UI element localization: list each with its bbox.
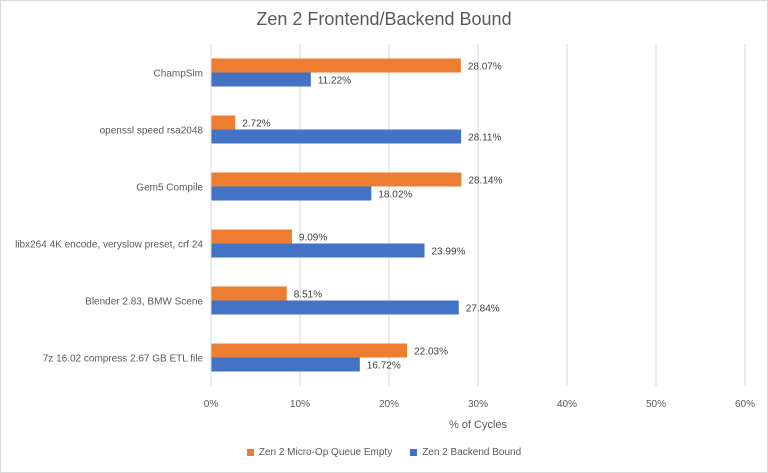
x-tick-label-5: 50%: [646, 399, 666, 410]
category-label-3: libx264 4K encode, veryslow preset, crf …: [15, 240, 203, 251]
bar-series0-2: [211, 172, 462, 187]
category-label-0: ChampSim: [154, 69, 203, 80]
legend-item-backend: Zen 2 Backend Bound: [410, 447, 521, 458]
data-label-series1-3: 23.99%: [432, 247, 466, 258]
x-tick-label-0: 0%: [204, 399, 219, 410]
bar-series1-1: [211, 129, 462, 144]
data-label-series1-4: 27.84%: [466, 304, 500, 315]
data-label-series0-2: 28.14%: [468, 176, 502, 187]
x-tick-label-3: 30%: [468, 399, 488, 410]
data-label-series1-1: 28.11%: [468, 133, 501, 144]
data-label-series1-2: 18.02%: [378, 190, 412, 201]
data-label-series1-0: 11.22%: [318, 76, 351, 87]
bar-series1-5: [211, 357, 360, 372]
category-label-4: Blender 2.83, BMW Scene: [85, 297, 203, 308]
bar-series1-2: [211, 186, 372, 201]
bar-series0-5: [211, 343, 408, 358]
bar-series0-4: [211, 286, 287, 301]
category-label-1: openssl speed rsa2048: [100, 126, 204, 137]
x-tick-label-4: 40%: [557, 399, 577, 410]
bar-series0-0: [211, 58, 461, 73]
x-tick-label-6: 60%: [735, 399, 755, 410]
data-label-series0-4: 8.51%: [294, 290, 322, 301]
x-axis-title: % of Cycles: [448, 419, 508, 431]
data-label-series0-1: 2.72%: [242, 119, 270, 130]
x-tick-label-1: 10%: [290, 399, 310, 410]
bar-series1-0: [211, 72, 311, 87]
data-label-series1-5: 16.72%: [367, 361, 401, 372]
bar-series0-1: [211, 115, 236, 130]
chart-legend: Zen 2 Micro-Op Queue Empty Zen 2 Backend…: [1, 447, 767, 458]
bar-series1-3: [211, 243, 425, 258]
legend-swatch-frontend: [246, 449, 254, 456]
data-label-series0-3: 9.09%: [299, 233, 327, 244]
data-label-series0-0: 28.07%: [468, 62, 502, 73]
x-tick-label-2: 20%: [379, 399, 399, 410]
category-label-5: 7z 16.02 compress 2.67 GB ETL file: [43, 354, 204, 365]
legend-label-frontend: Zen 2 Micro-Op Queue Empty: [258, 447, 393, 458]
bar-series0-3: [211, 229, 292, 244]
bar-series1-4: [211, 300, 459, 315]
category-label-2: Gem5 Compile: [136, 183, 203, 194]
data-label-series0-5: 22.03%: [414, 347, 448, 358]
legend-label-backend: Zen 2 Backend Bound: [422, 447, 522, 458]
chart-title: Zen 2 Frontend/Backend Bound: [256, 9, 512, 29]
legend-item-frontend: Zen 2 Micro-Op Queue Empty: [246, 447, 393, 458]
legend-swatch-backend: [410, 449, 418, 456]
